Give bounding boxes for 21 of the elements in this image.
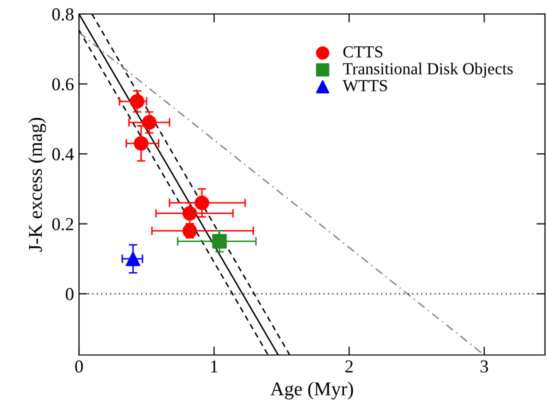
legend-label: CTTS	[343, 46, 382, 58]
point	[142, 115, 157, 130]
legend-label: Transitional Disk Objects	[342, 62, 513, 78]
y-tick-label: 0.2	[52, 218, 74, 230]
x-tick-label: 3	[480, 360, 488, 373]
point	[182, 206, 198, 221]
y-tick-label: 0	[66, 288, 74, 300]
y-axis-title: J-K excess (mag)	[28, 118, 46, 252]
y-tick-label: 0.4	[52, 148, 74, 160]
x-tick-label: 1	[211, 360, 218, 372]
point	[212, 234, 227, 249]
x-tick-label: 2	[345, 360, 353, 372]
y-tick-label: 0.6	[52, 78, 74, 90]
point	[194, 196, 210, 210]
point	[130, 94, 144, 109]
x-tick-label: 0	[75, 360, 83, 373]
x-axis-title: Age (Myr)	[270, 382, 353, 400]
point	[134, 136, 148, 151]
point	[126, 252, 140, 266]
y-tick-label: 0.8	[52, 8, 74, 21]
legend-label: WTTS	[342, 80, 387, 92]
